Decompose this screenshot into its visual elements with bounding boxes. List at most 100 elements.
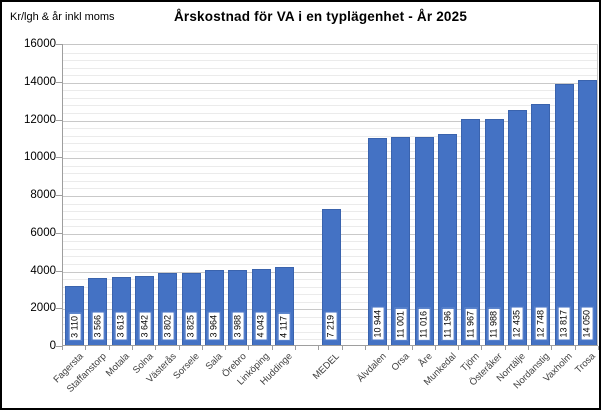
bar-Munkedal	[438, 134, 457, 345]
major-gridline	[63, 82, 597, 84]
y-axis-tick	[56, 232, 62, 234]
x-axis-tick	[179, 346, 180, 350]
bar-Älvdalen	[368, 138, 387, 345]
minor-gridline	[63, 75, 597, 77]
x-axis-tick	[202, 346, 203, 350]
y-axis-tick	[56, 195, 62, 196]
bar-value-label: 10 944	[371, 307, 385, 341]
plot-area: 3 110 3 566 3 613 3 642 3 802 3 825 3 964 3 988…	[62, 44, 598, 346]
minor-gridline	[63, 105, 597, 107]
category-label: MEDEL	[310, 351, 342, 382]
bar-value-label: 12 748	[534, 307, 548, 341]
y-axis-tick	[56, 308, 62, 310]
bar-MEDEL	[322, 209, 341, 345]
y-axis-tick-label: 2000	[30, 302, 56, 315]
category-label: Motala	[103, 351, 132, 379]
bar-value-label: 3 802	[161, 312, 175, 341]
bar-value-label: 13 817	[557, 307, 571, 341]
bar-value-label: 3 110	[68, 313, 82, 341]
y-axis-tick-label: 10000	[24, 151, 56, 164]
bar-value-label: 3 988	[231, 312, 245, 341]
minor-gridline	[63, 52, 597, 54]
y-axis-tick-label: 16000	[24, 38, 56, 50]
x-axis-tick	[412, 346, 413, 350]
bar-value-label: 11 016	[417, 308, 431, 341]
bar-value-label: 3 964	[207, 312, 221, 341]
x-axis-tick	[598, 346, 599, 350]
x-axis-tick	[575, 346, 576, 350]
x-axis-tick	[295, 346, 296, 350]
bar-value-label: 14 050	[580, 307, 594, 341]
major-gridline	[63, 196, 597, 197]
y-axis-tick-label: 6000	[30, 226, 56, 239]
category-label: Älvdalen	[355, 351, 389, 385]
bar-value-label: 11 001	[394, 308, 408, 341]
y-axis-tick-label: 8000	[30, 189, 56, 201]
minor-gridline	[63, 143, 597, 145]
minor-gridline	[63, 90, 597, 92]
x-axis-tick	[109, 346, 110, 350]
minor-gridline	[63, 67, 597, 69]
chart-title: Årskostnad för VA i en typlägenhet - År …	[173, 9, 468, 24]
x-axis-tick	[85, 346, 86, 350]
bar-Österåker	[485, 119, 504, 345]
x-axis-tick	[528, 346, 529, 350]
x-axis-tick	[318, 346, 319, 350]
bar-Trosa	[578, 80, 597, 345]
bar-value-label: 11 967	[464, 308, 478, 341]
x-axis-tick	[272, 346, 273, 350]
minor-gridline	[63, 60, 597, 62]
x-axis-tick	[155, 346, 156, 350]
x-axis-tick	[481, 346, 482, 350]
minor-gridline	[63, 112, 597, 114]
y-axis-tick	[56, 44, 62, 45]
x-axis-tick	[458, 346, 459, 350]
bar-Orsa	[391, 137, 410, 345]
x-axis-tick	[365, 346, 366, 350]
bar-value-label: 7 219	[324, 312, 338, 341]
bar-value-label: 3 566	[91, 312, 105, 341]
bar-Åre	[415, 137, 434, 345]
major-gridline	[63, 158, 597, 160]
y-axis-tick	[56, 270, 62, 272]
y-axis-tick	[56, 346, 62, 347]
y-axis-unit-label: Kr/lgh & år inkl moms	[10, 11, 115, 23]
bar-Norrtälje	[508, 110, 527, 345]
x-axis-tick	[505, 346, 506, 350]
x-axis-tick	[62, 346, 63, 350]
minor-gridline	[63, 203, 597, 205]
y-axis-tick-label: 4000	[30, 264, 56, 277]
minor-gridline	[63, 173, 597, 175]
y-axis-tick	[56, 119, 62, 121]
y-axis-line	[62, 44, 63, 350]
y-axis-tick	[56, 81, 62, 83]
y-axis-tick-label: 14000	[24, 75, 56, 88]
x-axis-tick	[248, 346, 249, 350]
bar-value-label: 4 117	[277, 313, 291, 341]
minor-gridline	[63, 150, 597, 152]
x-axis-line	[62, 345, 598, 346]
minor-gridline	[63, 188, 597, 190]
bar-value-label: 3 825	[184, 312, 198, 341]
x-axis-tick	[388, 346, 389, 350]
bar-Nordanstig	[531, 104, 550, 345]
bar-value-label: 11 196	[441, 308, 455, 341]
x-axis-tick	[132, 346, 133, 350]
bar-value-label: 11 988	[487, 308, 501, 341]
bar-value-label: 12 435	[510, 307, 524, 341]
category-label: Trosa	[573, 351, 598, 376]
bar-Tjörn	[461, 119, 480, 345]
category-label: Åre	[416, 351, 435, 370]
y-axis-tick-label: 0	[49, 340, 56, 352]
y-axis-tick	[56, 157, 62, 159]
minor-gridline	[63, 135, 597, 137]
bar-Vaxholm	[555, 84, 574, 345]
minor-gridline	[63, 97, 597, 99]
bar-value-label: 4 043	[254, 312, 268, 341]
bar-value-label: 3 613	[114, 312, 128, 341]
minor-gridline	[63, 165, 597, 167]
x-axis-tick	[225, 346, 226, 350]
category-label: Orsa	[389, 351, 412, 374]
minor-gridline	[63, 180, 597, 182]
